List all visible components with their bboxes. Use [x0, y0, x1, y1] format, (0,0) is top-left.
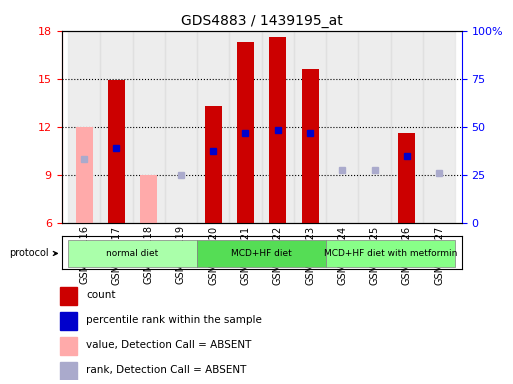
Bar — [60, 362, 77, 380]
Bar — [132, 31, 165, 223]
Bar — [68, 31, 100, 223]
Bar — [165, 31, 197, 223]
Bar — [326, 31, 359, 223]
Bar — [399, 133, 416, 223]
Bar — [140, 175, 157, 223]
Text: percentile rank within the sample: percentile rank within the sample — [86, 315, 262, 325]
Bar — [197, 31, 229, 223]
Bar — [60, 312, 77, 330]
Bar — [269, 37, 286, 223]
Bar — [76, 127, 93, 223]
Bar — [60, 287, 77, 305]
Bar — [391, 31, 423, 223]
Text: protocol: protocol — [10, 248, 57, 258]
Text: MCD+HF diet with metformin: MCD+HF diet with metformin — [324, 249, 458, 258]
Title: GDS4883 / 1439195_at: GDS4883 / 1439195_at — [181, 14, 343, 28]
FancyBboxPatch shape — [326, 240, 455, 267]
Bar — [294, 31, 326, 223]
Text: rank, Detection Call = ABSENT: rank, Detection Call = ABSENT — [86, 365, 247, 375]
Bar — [205, 106, 222, 223]
Bar — [237, 42, 254, 223]
Bar — [229, 31, 262, 223]
Bar — [100, 31, 132, 223]
Text: MCD+HF diet: MCD+HF diet — [231, 249, 292, 258]
Bar — [359, 31, 391, 223]
Bar — [108, 80, 125, 223]
Bar — [60, 337, 77, 355]
Bar — [262, 31, 294, 223]
FancyBboxPatch shape — [68, 240, 197, 267]
Bar — [423, 31, 455, 223]
FancyBboxPatch shape — [197, 240, 326, 267]
Bar — [302, 69, 319, 223]
Text: normal diet: normal diet — [106, 249, 159, 258]
Text: value, Detection Call = ABSENT: value, Detection Call = ABSENT — [86, 340, 251, 350]
Text: count: count — [86, 290, 116, 300]
